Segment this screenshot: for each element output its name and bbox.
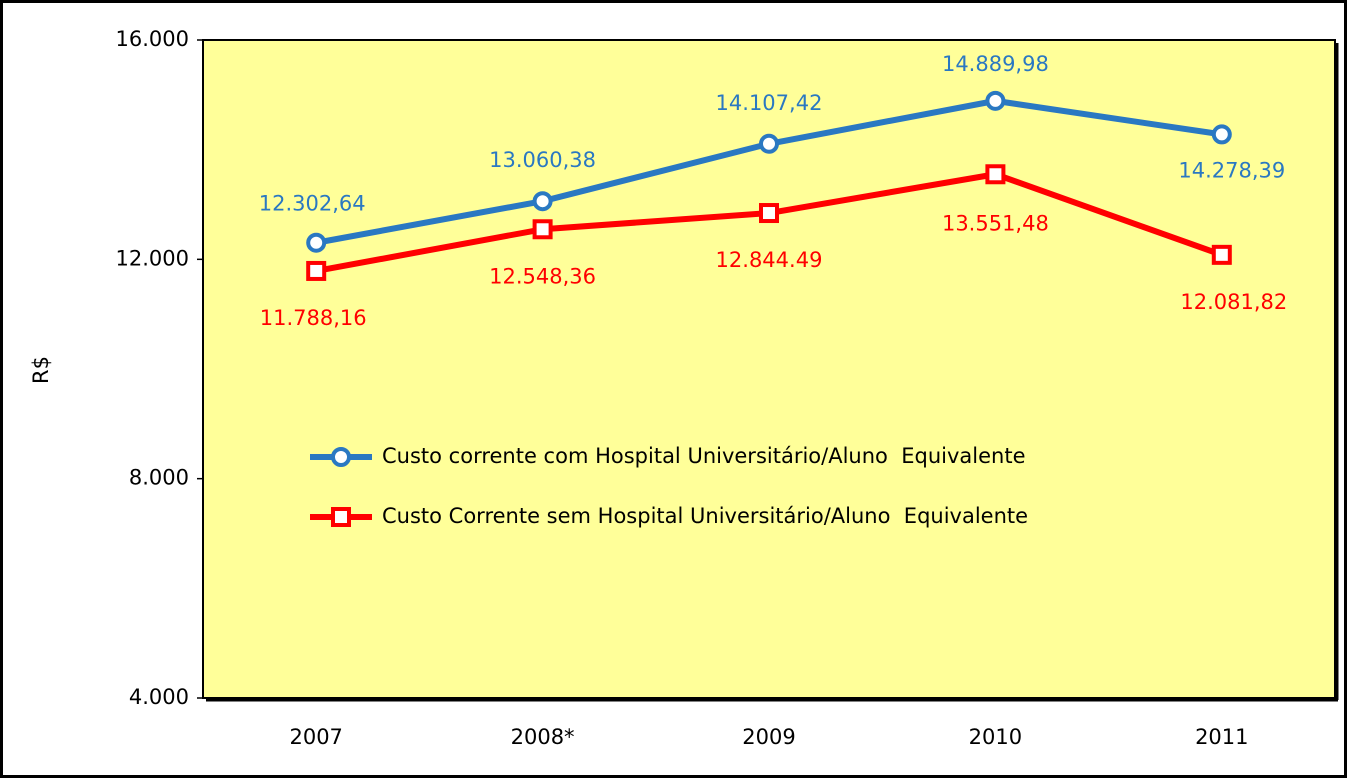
data-label: 13.551,48	[942, 211, 1049, 235]
marker	[985, 164, 1006, 185]
y-tick-label: 8.000	[129, 466, 189, 490]
marker	[1211, 244, 1232, 265]
legend-label: Custo Corrente sem Hospital Universitári…	[382, 504, 1028, 528]
data-label: 12.548,36	[489, 264, 596, 288]
data-label: 12.302,64	[259, 192, 366, 216]
data-label: 12.081,82	[1180, 290, 1287, 314]
marker	[532, 219, 553, 240]
x-tick-label: 2008*	[511, 725, 575, 749]
y-tick-label: 4.000	[129, 685, 189, 709]
marker	[532, 191, 553, 212]
legend-marker	[331, 447, 351, 467]
data-label: 14.107,42	[716, 91, 823, 115]
data-label: 13.060,38	[489, 148, 596, 172]
y-tick-label: 16.000	[116, 27, 189, 51]
data-label: 14.889,98	[942, 52, 1049, 76]
x-tick-label: 2011	[1195, 725, 1248, 749]
data-label: 11.788,16	[260, 306, 367, 330]
marker	[759, 203, 779, 224]
marker	[1211, 124, 1232, 145]
data-label: 12.844.49	[716, 248, 823, 272]
marker	[306, 260, 327, 281]
y-tick-label: 12.000	[116, 246, 189, 270]
legend-label: Custo corrente com Hospital Universitári…	[382, 444, 1025, 468]
x-tick-label: 2009	[742, 725, 795, 749]
x-tick-label: 2007	[289, 725, 342, 749]
marker	[985, 90, 1006, 111]
legend-marker	[331, 507, 351, 527]
marker	[306, 232, 327, 253]
y-axis-label: R$	[29, 356, 53, 384]
data-label: 14.278,39	[1178, 158, 1285, 182]
x-tick-label: 2010	[969, 725, 1022, 749]
marker	[759, 133, 779, 154]
